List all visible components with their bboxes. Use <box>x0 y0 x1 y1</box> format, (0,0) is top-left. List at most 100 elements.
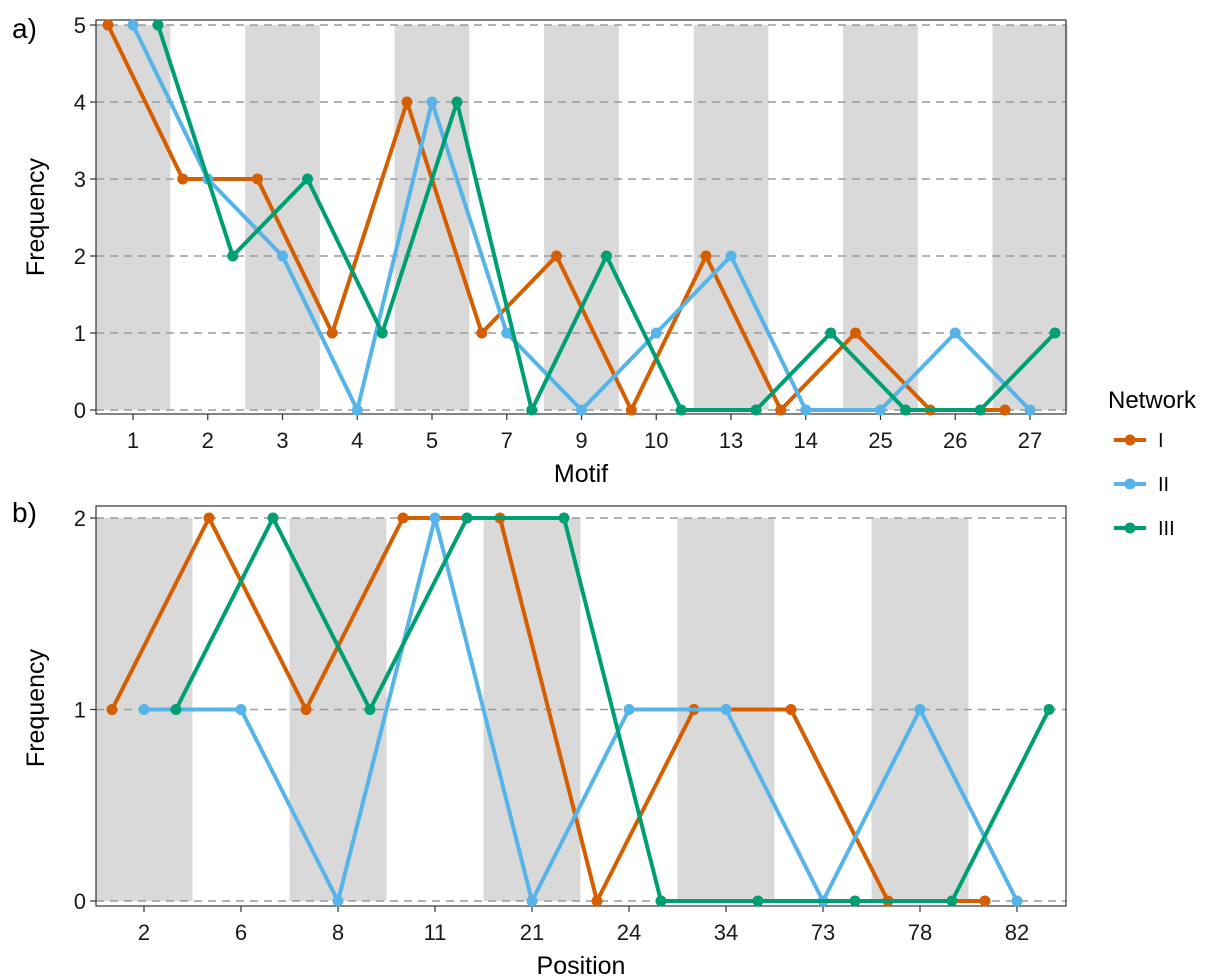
y-tick-label: 2 <box>74 244 86 269</box>
x-tick-label: 6 <box>235 920 247 945</box>
data-point <box>351 404 363 416</box>
data-point <box>720 704 732 715</box>
data-point <box>102 19 114 31</box>
data-point <box>138 704 150 715</box>
data-point <box>451 96 463 108</box>
legend-swatch-point <box>1124 478 1136 490</box>
data-point <box>426 96 438 108</box>
legend-title: Network <box>1108 387 1197 414</box>
background-band <box>394 25 470 410</box>
data-point <box>949 327 961 339</box>
panel-b: 0 1 2 2 6 8 11 21 24 34 73 78 82 Position Frequency <box>22 505 1067 978</box>
legend-label: III <box>1158 518 1175 540</box>
y-axis-title-a: Frequency <box>22 157 50 276</box>
plot-border-b <box>95 505 1067 907</box>
data-point <box>558 512 570 524</box>
data-point <box>850 327 861 339</box>
background-band <box>843 25 918 410</box>
x-tick-label: 3 <box>276 428 288 453</box>
series-III <box>152 19 1061 416</box>
y-tick-label: 1 <box>74 698 86 723</box>
data-point <box>999 404 1011 416</box>
series-II <box>127 19 1036 416</box>
series-a <box>102 19 1061 416</box>
data-point <box>177 173 189 185</box>
data-point <box>127 19 139 31</box>
data-point <box>1049 327 1061 339</box>
x-tick-label: 1 <box>127 428 139 453</box>
y-axis-title-b: Frequency <box>22 648 50 767</box>
background-band <box>992 25 1068 410</box>
data-point <box>376 327 388 339</box>
legend-swatch-point <box>1124 522 1136 534</box>
data-point <box>332 895 344 907</box>
data-point <box>623 704 635 715</box>
data-point <box>700 250 712 262</box>
legend-item: II <box>1114 474 1169 496</box>
data-point <box>601 250 612 262</box>
data-point <box>875 404 886 416</box>
x-tick-label: 10 <box>644 428 668 453</box>
background-band <box>245 25 320 410</box>
x-tick-label: 7 <box>501 428 513 453</box>
legend-swatch-point <box>1124 434 1136 446</box>
data-point <box>170 704 182 715</box>
data-point <box>1024 404 1036 416</box>
x-axis-title-b: Position <box>537 952 626 978</box>
data-point <box>401 96 413 108</box>
data-point <box>655 895 667 907</box>
y-tick-label: 2 <box>74 506 86 531</box>
data-point <box>576 404 587 416</box>
data-point <box>625 404 637 416</box>
data-point <box>277 250 288 262</box>
data-point <box>900 404 911 416</box>
legend-item: III <box>1114 518 1175 540</box>
data-point <box>152 19 164 31</box>
data-point <box>800 404 812 416</box>
data-point <box>825 327 837 339</box>
y-axis-ticks-b: 0 1 2 <box>74 506 96 914</box>
data-point <box>750 404 762 416</box>
data-point <box>267 512 279 524</box>
series-b <box>106 512 1055 907</box>
data-point <box>1043 704 1055 715</box>
data-point <box>203 512 215 524</box>
y-tick-label: 0 <box>74 889 86 914</box>
x-tick-label: 82 <box>1005 920 1029 945</box>
data-point <box>429 512 441 524</box>
data-point <box>675 404 687 416</box>
background-band <box>544 25 619 410</box>
data-point <box>235 704 247 715</box>
x-tick-label: 78 <box>908 920 932 945</box>
panel-label-a: a) <box>12 13 37 44</box>
series-I <box>102 19 1011 416</box>
x-tick-label: 9 <box>575 428 587 453</box>
panel-a: 0 1 2 3 4 5 1 2 3 4 5 7 9 10 13 14 25 26 27 Motif Frequen… <box>22 13 1068 488</box>
data-point <box>1011 895 1023 907</box>
y-tick-label: 4 <box>74 90 86 115</box>
legend-label: II <box>1158 474 1169 496</box>
data-point <box>526 404 538 416</box>
data-point <box>300 704 312 715</box>
data-point <box>551 250 562 262</box>
data-point <box>106 704 118 715</box>
x-tick-label: 4 <box>351 428 363 453</box>
data-point <box>591 895 603 907</box>
series-line <box>110 516 987 903</box>
series-line <box>142 516 1019 903</box>
series-III <box>170 512 1055 907</box>
panel-label-b: b) <box>12 497 37 528</box>
data-point <box>974 404 986 416</box>
background-bands-a <box>95 25 1068 410</box>
y-tick-label: 3 <box>74 167 86 192</box>
y-tick-label: 0 <box>74 398 86 423</box>
x-axis-ticks-a: 1 2 3 4 5 7 9 10 13 14 25 26 27 <box>127 414 1042 453</box>
data-point <box>775 404 787 416</box>
series-line <box>174 516 1051 903</box>
x-tick-label: 5 <box>426 428 438 453</box>
series-II <box>138 512 1023 907</box>
data-point <box>725 250 737 262</box>
y-axis-ticks-a: 0 1 2 3 4 5 <box>74 13 96 423</box>
data-point <box>364 704 376 715</box>
